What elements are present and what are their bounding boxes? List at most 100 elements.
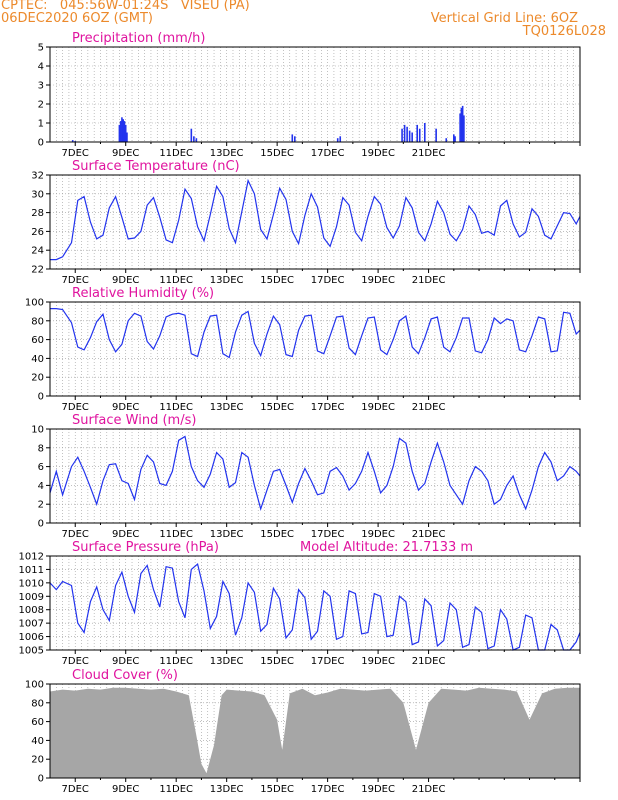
precip-bar [118,124,121,142]
x-tick-label: 15DEC [260,656,294,667]
series-line [49,563,581,651]
x-tick-label: 13DEC [210,148,244,159]
x-tick-label: 17DEC [311,784,345,795]
x-tick-label: 15DEC [260,402,294,413]
panel-1: 22 24 26 28 30 32 7DEC 9DEC 11DEC 13DEC 15DEC 17DEC… [31,159,581,286]
x-tick-label: 11DEC [159,402,193,413]
precip-bar [401,128,403,142]
precip-bar [454,136,456,142]
x-tick-label: 11DEC [159,275,193,286]
model-code: TQ0126L028 [522,24,606,39]
series-line [49,435,581,511]
y-tick-label: 5 [38,43,44,54]
series-line [50,308,581,359]
x-tick-label: 13DEC [210,275,244,286]
precip-bar [423,123,426,142]
y-tick-label: 80 [31,698,44,709]
precip-bar [416,124,419,142]
precip-bar [294,136,296,142]
precip-bar [463,115,465,142]
x-tick-label: 19DEC [361,529,395,540]
series-line [50,178,581,261]
x-tick-label: 21DEC [412,656,446,667]
precip-bar [445,138,448,142]
y-tick-label: 1010 [19,578,44,589]
cloud-area [50,687,580,778]
plot-frame [49,174,581,270]
vertical-grid-info: Vertical Grid Line: 6OZ [430,11,578,26]
plot-frame [49,555,581,651]
y-tick-label: 0 [38,138,44,149]
panel-title: Surface Pressure (hPa) [72,540,219,555]
y-tick-label: 40 [31,354,44,365]
y-tick-label: 30 [31,189,44,200]
plot-frame [49,46,581,143]
x-tick-label: 19DEC [361,275,395,286]
y-tick-label: 4 [38,481,44,492]
station-info: CPTEC: 045:56W-01:24S VISEU (PA) [1,0,250,13]
y-tick-label: 2 [38,500,44,511]
precip-bar [408,130,411,142]
precip-bar [403,124,406,142]
y-tick-label: 40 [31,736,44,747]
x-tick-label: 19DEC [361,656,395,667]
y-tick-label: 100 [25,680,44,691]
panel-4: 1005 1006 1007 1008 1009 1010 1011 1012 7DEC 9DEC… [19,540,581,667]
y-tick-label: 1008 [19,605,44,616]
y-tick-label: 28 [31,208,44,219]
x-tick-label: 19DEC [361,784,395,795]
x-tick-label: 13DEC [210,529,244,540]
y-tick-label: 100 [25,298,44,309]
x-tick-label: 21DEC [412,402,446,413]
plot-frame [49,683,581,779]
y-tick-label: 60 [31,717,44,728]
x-tick-label: 11DEC [159,148,193,159]
panel-0: 0 1 2 3 4 5 7DEC 9DEC 11DEC 13DEC 15DEC 17DEC 19DEC 2… [38,31,581,159]
x-tick-label: 7DEC [62,402,89,413]
panel-5: 0 20 40 60 80 100 7DEC 9DEC 11DEC 13DEC 15DEC 17DEC… [25,668,581,795]
x-tick-label: 9DEC [112,784,139,795]
precip-bar [339,136,342,142]
panel-title: Precipitation (mm/h) [72,31,205,46]
y-tick-label: 1007 [19,619,44,630]
precip-bar [126,132,128,142]
x-tick-label: 13DEC [210,656,244,667]
precip-bar [193,136,195,142]
y-tick-label: 24 [31,246,44,257]
precip-bar [119,121,122,142]
precip-bar [453,134,455,142]
precip-bar [418,128,421,142]
precip-bar [460,107,463,142]
y-tick-label: 1006 [19,632,44,643]
x-tick-label: 17DEC [311,275,345,286]
x-tick-label: 13DEC [210,402,244,413]
precip-bar [190,128,193,142]
y-tick-label: 60 [31,335,44,346]
x-tick-label: 7DEC [62,656,89,667]
panel-title: Surface Temperature (nC) [72,159,240,174]
panel-title: Relative Humidity (%) [72,286,214,301]
panel-2: 0 20 40 60 80 100 7DEC 9DEC 11DEC 13DEC 15DEC 17DEC… [25,286,581,413]
x-tick-label: 7DEC [62,148,89,159]
x-tick-label: 7DEC [62,275,89,286]
x-tick-label: 15DEC [260,529,294,540]
precip-bar [122,119,124,142]
x-tick-label: 7DEC [62,529,89,540]
y-tick-label: 22 [31,265,44,276]
x-tick-label: 9DEC [112,148,139,159]
precip-bar [195,138,198,142]
x-tick-label: 19DEC [361,402,395,413]
y-tick-label: 0 [38,519,44,530]
precip-bar [124,124,127,142]
x-tick-label: 11DEC [159,784,193,795]
precip-bar [461,105,464,142]
y-tick-label: 0 [38,774,44,785]
precip-bar [406,126,408,142]
precip-bar [291,134,294,142]
y-tick-label: 32 [31,171,44,182]
precip-bar [123,121,126,142]
y-tick-label: 80 [31,316,44,327]
panel-title: Cloud Cover (%) [72,668,178,683]
x-tick-label: 21DEC [412,275,446,286]
